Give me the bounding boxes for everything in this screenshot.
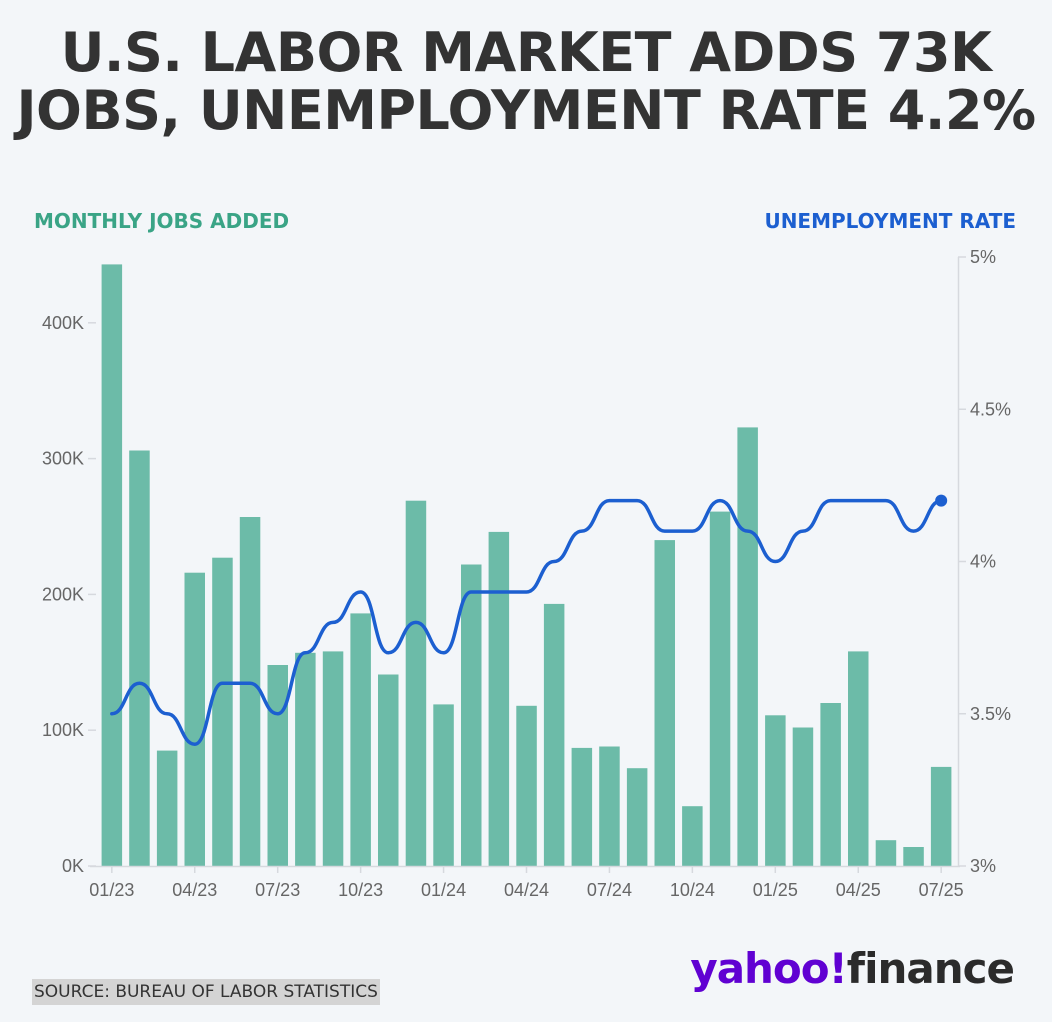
bar-06/24 [571, 747, 593, 866]
bar-08/24 [626, 768, 648, 866]
bar-12/24 [737, 427, 758, 866]
logo-yahoo: yahoo! [690, 944, 847, 993]
bar-01/23 [101, 264, 123, 866]
x-tick-label: 07/24 [587, 880, 632, 900]
bars-layer [101, 264, 952, 866]
right-tick-label: 5% [970, 247, 996, 267]
bar-11/24 [709, 511, 731, 866]
left-axis-title: MONTHLY JOBS ADDED [34, 209, 289, 233]
source-note: SOURCE: BUREAU OF LABOR STATISTICS [32, 979, 380, 1005]
bar-09/23 [322, 651, 344, 866]
bar-06/23 [239, 517, 261, 866]
bar-04/25 [848, 651, 869, 866]
bar-02/25 [792, 727, 814, 866]
left-tick-label: 100K [42, 720, 84, 740]
bar-11/23 [378, 674, 399, 866]
bar-08/23 [295, 652, 316, 866]
right-tick-label: 3% [970, 856, 996, 876]
right-tick-label: 4.5% [970, 399, 1011, 419]
bar-09/24 [654, 540, 675, 866]
yahoo-finance-logo: yahoo!finance [690, 944, 1015, 993]
bar-02/23 [129, 450, 150, 866]
x-tick-label: 04/23 [172, 880, 217, 900]
bar-02/24 [461, 564, 482, 866]
x-tick-label: 04/24 [504, 880, 549, 900]
x-tick-label: 01/23 [89, 880, 134, 900]
bar-01/25 [765, 715, 786, 866]
right-tick-label: 4% [970, 552, 996, 572]
unemployment-rate-line [110, 498, 943, 746]
x-tick-label: 01/24 [421, 880, 466, 900]
left-tick-label: 200K [42, 584, 84, 604]
line-layer [110, 494, 948, 746]
x-tick-label: 07/23 [255, 880, 300, 900]
right-tick-label: 3.5% [970, 704, 1011, 724]
bar-06/25 [903, 847, 924, 866]
axes-layer [88, 256, 966, 873]
ticks-layer: 0K 100K 200K 300K 400K 3% 3.5% 4% 4.5% 5% 01/23 04/… [42, 247, 1011, 900]
bar-01/24 [433, 704, 454, 866]
x-tick-label: 10/24 [670, 880, 715, 900]
x-tick-label: 04/25 [836, 880, 881, 900]
bar-10/23 [350, 613, 371, 866]
chart-title: U.S. LABOR MARKET ADDS 73K JOBS, UNEMPLO… [0, 24, 1052, 140]
left-tick-label: 400K [42, 313, 84, 333]
left-tick-label: 300K [42, 449, 84, 469]
x-tick-label: 10/23 [338, 880, 383, 900]
bar-03/24 [488, 531, 510, 866]
right-axis-title: UNEMPLOYMENT RATE [764, 209, 1016, 233]
bar-05/23 [212, 557, 233, 866]
bar-07/23 [267, 665, 288, 866]
chart-title-line-1: U.S. LABOR MARKET ADDS 73K [60, 21, 992, 84]
chart-title-line-2: JOBS, UNEMPLOYMENT RATE 4.2% [16, 79, 1036, 142]
bar-04/24 [516, 705, 537, 866]
bar-05/25 [875, 840, 897, 866]
bar-05/24 [543, 603, 565, 866]
unemployment-rate-last-point [935, 494, 948, 507]
x-tick-label: 07/25 [919, 880, 964, 900]
x-tick-label: 01/25 [753, 880, 798, 900]
bar-03/25 [820, 703, 841, 866]
left-tick-label: 0K [62, 856, 84, 876]
bar-03/23 [156, 750, 178, 866]
bar-07/25 [930, 766, 952, 866]
logo-finance: finance [846, 944, 1015, 993]
bar-04/23 [184, 572, 205, 866]
bar-10/24 [682, 806, 703, 866]
bar-07/24 [599, 746, 620, 866]
bar-12/23 [405, 500, 427, 866]
